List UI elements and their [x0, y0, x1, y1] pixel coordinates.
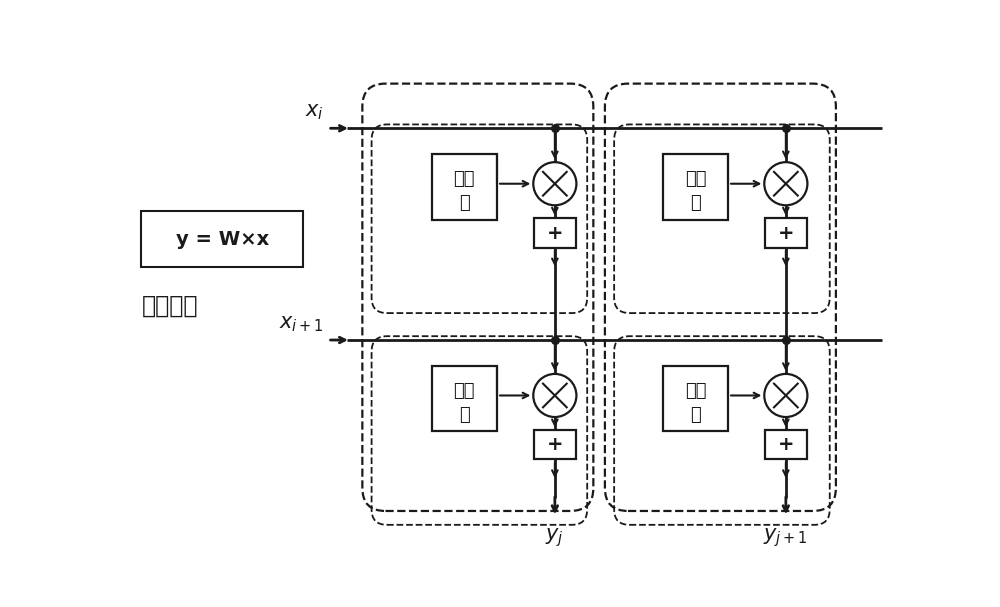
- Text: 权重: 权重: [685, 170, 706, 188]
- Text: $x_i$: $x_i$: [305, 102, 324, 122]
- Bar: [765, 219, 807, 248]
- Text: 値: 値: [690, 194, 701, 212]
- Text: 値: 値: [459, 194, 470, 212]
- Text: 値: 値: [690, 406, 701, 424]
- Circle shape: [533, 374, 576, 417]
- Text: 前向传递: 前向传递: [141, 294, 198, 318]
- Bar: [765, 430, 807, 459]
- Text: +: +: [547, 223, 563, 243]
- Text: 値: 値: [459, 406, 470, 424]
- Text: $x_{i+1}$: $x_{i+1}$: [279, 314, 324, 334]
- Bar: [534, 430, 576, 459]
- Bar: [663, 366, 728, 432]
- Text: +: +: [547, 435, 563, 454]
- Text: y = W×x: y = W×x: [176, 229, 269, 249]
- Text: $y_{j+1}$: $y_{j+1}$: [763, 526, 808, 549]
- Bar: [663, 154, 728, 220]
- Text: $y_j$: $y_j$: [545, 526, 564, 549]
- Text: 权重: 权重: [454, 170, 475, 188]
- Text: 权重: 权重: [454, 382, 475, 400]
- Text: 权重: 权重: [685, 382, 706, 400]
- Bar: [432, 366, 497, 432]
- Text: +: +: [778, 435, 794, 454]
- Circle shape: [764, 374, 807, 417]
- Circle shape: [764, 162, 807, 205]
- Bar: [534, 219, 576, 248]
- Text: +: +: [778, 223, 794, 243]
- Circle shape: [533, 162, 576, 205]
- Bar: [141, 211, 303, 267]
- Bar: [432, 154, 497, 220]
